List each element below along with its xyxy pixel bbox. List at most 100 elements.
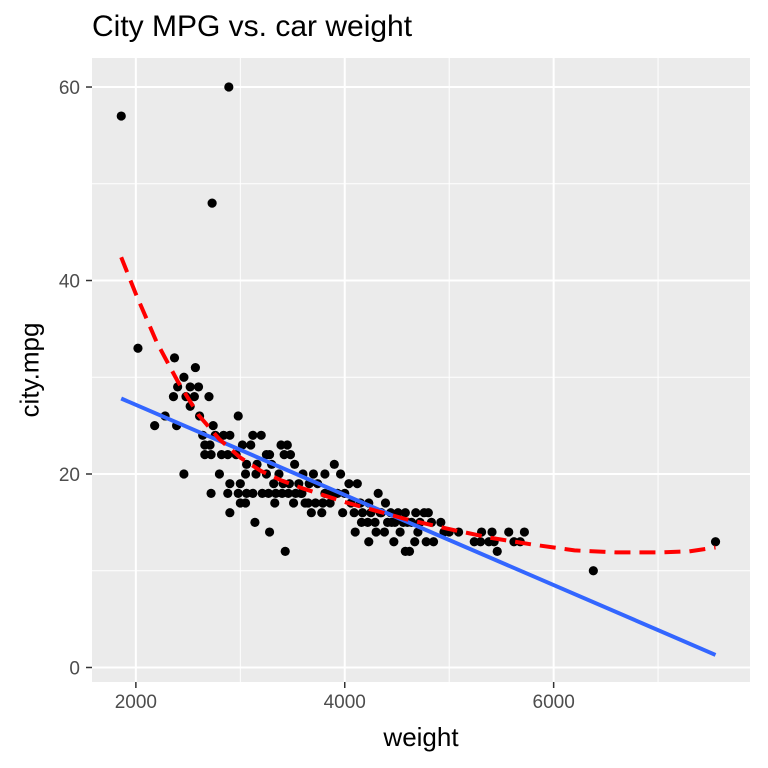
data-point [411,508,421,518]
data-point [235,498,245,508]
data-point [410,537,420,547]
data-point [492,546,502,556]
data-point [241,459,252,469]
data-point [487,527,497,537]
data-point [318,498,328,508]
data-point [335,469,346,479]
data-point [710,537,721,547]
data-point [370,517,380,527]
data-point [248,488,258,498]
data-point [428,537,439,547]
data-point [169,353,180,363]
data-point [344,479,354,489]
data-point [248,430,258,440]
data-point [264,450,275,460]
data-point [282,440,292,450]
data-point [387,517,397,527]
data-point [317,508,327,518]
data-point [395,527,405,537]
data-point [193,382,204,392]
data-point [280,546,290,556]
x-tick-label: 4000 [324,692,366,713]
y-axis-label: city.mpg [14,322,45,418]
major-grid [92,58,750,682]
data-point [269,479,279,489]
data-point [207,198,217,208]
data-point [206,450,216,460]
data-point [364,537,374,547]
data-point [320,469,330,479]
data-point [251,469,261,479]
data-point [306,508,316,518]
data-point [206,488,216,498]
data-point [504,527,514,537]
data-point [235,479,245,489]
data-point [185,382,195,392]
data-point [400,508,410,518]
data-point [363,517,373,527]
data-point [189,392,199,402]
data-point [588,566,598,576]
data-point [310,498,321,508]
data-point [371,527,381,537]
data-point [204,392,214,402]
data-point [419,508,429,518]
data-point [436,517,446,527]
data-point [329,459,339,469]
data-point [475,537,486,547]
data-point [225,430,235,440]
data-point [225,508,235,518]
x-axis: 2000 4000 6000 [115,682,575,713]
data-point [285,450,296,460]
data-point [205,440,215,450]
x-tick-label: 2000 [115,692,157,713]
data-point [116,111,126,121]
data-point [246,440,256,450]
x-tick-label: 6000 [533,692,575,713]
data-point [168,392,179,402]
data-point [283,488,293,498]
y-axis: 0 20 40 60 [59,78,92,679]
data-point [290,459,300,469]
data-point [296,488,306,498]
data-point [264,527,275,537]
data-point [389,537,399,547]
data-point [352,479,362,489]
data-point [179,372,189,382]
plot-panel [92,58,750,682]
data-point [133,343,143,353]
data-point [288,498,299,508]
y-tick-label: 60 [59,78,80,99]
data-point [380,498,391,508]
data-point [349,508,359,518]
data-point [233,411,243,421]
data-point [179,469,189,479]
data-point [338,508,348,518]
data-point [519,527,530,537]
data-point [404,546,415,556]
data-point [224,82,234,92]
data-point [214,469,225,479]
data-point [150,421,160,431]
y-tick-label: 20 [59,465,80,486]
loess-fit-line [119,256,716,555]
data-point [250,517,260,527]
y-tick-label: 0 [69,658,80,679]
data-point [413,527,423,537]
data-point [357,508,368,518]
data-point [233,488,243,498]
fit-lines [119,256,717,657]
data-point [240,469,251,479]
data-point [237,440,247,450]
x-axis-label: weight [383,722,459,752]
y-tick-label: 40 [59,272,80,293]
data-point [379,527,390,537]
data-point [300,498,310,508]
data-point [225,479,235,489]
chart-title: City MPG vs. car weight [92,10,413,43]
data-point [223,450,233,460]
minor-grid [92,58,750,682]
data-point [256,430,266,440]
